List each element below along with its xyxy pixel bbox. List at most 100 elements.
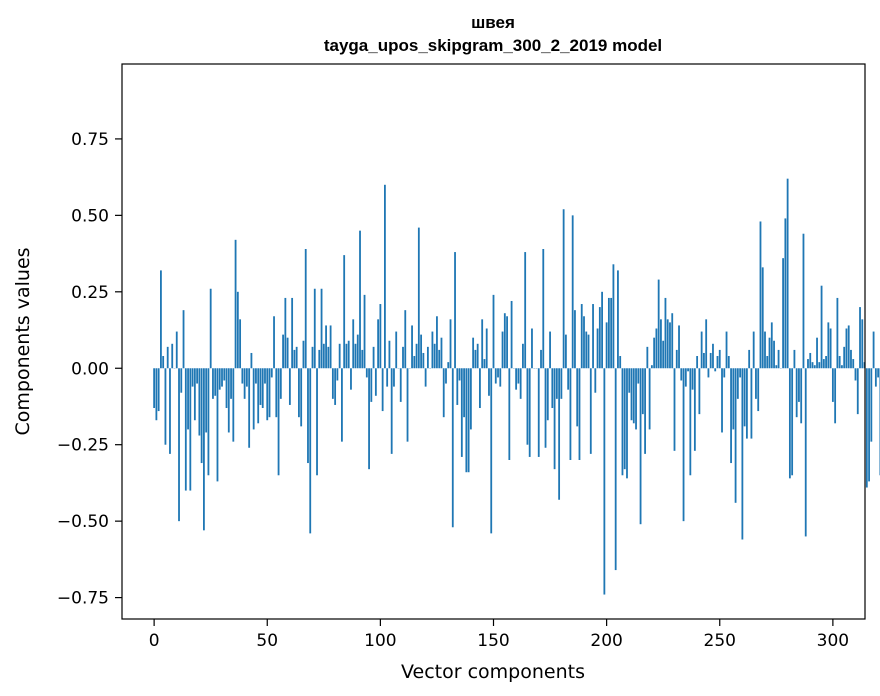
bar xyxy=(682,368,685,522)
bar xyxy=(596,328,599,369)
bar xyxy=(510,300,513,369)
bar xyxy=(770,322,773,369)
bar xyxy=(205,368,208,433)
bar xyxy=(714,368,717,372)
bar xyxy=(637,368,640,384)
bar xyxy=(166,346,169,369)
bar xyxy=(621,368,624,476)
bar xyxy=(261,368,264,409)
bar xyxy=(481,319,484,369)
bar xyxy=(732,368,735,430)
bar xyxy=(655,328,658,369)
y-tick-label: 0.50 xyxy=(71,206,109,226)
bar xyxy=(180,368,183,393)
bar xyxy=(641,368,644,415)
bar xyxy=(838,356,841,369)
x-axis-ticks: 0 50 100 150 200 250 300 xyxy=(149,619,849,651)
bar xyxy=(291,297,294,369)
bar xyxy=(155,368,158,421)
bar xyxy=(474,349,477,369)
bar xyxy=(193,368,196,421)
bar xyxy=(691,368,694,390)
bar xyxy=(245,368,248,387)
x-tick-label: 0 xyxy=(149,631,160,651)
bar xyxy=(402,346,404,369)
bar xyxy=(316,368,318,476)
bar xyxy=(741,368,744,540)
bar xyxy=(721,368,723,433)
bar xyxy=(239,319,242,369)
bar xyxy=(549,331,551,369)
bar xyxy=(501,331,504,369)
bar xyxy=(284,297,287,369)
bar xyxy=(440,337,443,369)
bar xyxy=(225,368,228,409)
bar xyxy=(198,368,201,436)
x-axis-label: Vector components xyxy=(401,661,585,683)
bar xyxy=(413,356,416,369)
bar xyxy=(393,368,395,387)
plot-frame xyxy=(121,63,866,620)
bar xyxy=(811,362,814,369)
bar xyxy=(680,368,683,381)
bar xyxy=(363,294,366,369)
bar xyxy=(553,368,556,470)
bar xyxy=(587,334,590,369)
bar xyxy=(248,368,251,448)
bar xyxy=(854,368,857,381)
bar xyxy=(820,285,823,369)
bar xyxy=(472,337,475,369)
bar xyxy=(293,349,296,369)
bar xyxy=(268,368,271,418)
bar xyxy=(660,319,662,369)
bar xyxy=(870,368,873,442)
bar xyxy=(809,352,812,369)
bar xyxy=(322,343,325,369)
bar xyxy=(716,356,719,369)
bar xyxy=(757,368,760,412)
bar xyxy=(257,368,260,424)
x-tick-label: 100 xyxy=(364,631,396,651)
bar xyxy=(766,356,769,369)
bar xyxy=(424,368,427,387)
bar xyxy=(718,349,721,369)
bar xyxy=(707,368,710,378)
bars-group xyxy=(153,178,880,595)
bar xyxy=(438,349,441,369)
x-tick-label: 200 xyxy=(590,631,622,651)
bar xyxy=(467,368,470,473)
bar xyxy=(191,368,194,387)
bar xyxy=(693,368,696,451)
bar xyxy=(273,316,275,369)
bar xyxy=(775,365,778,369)
bar xyxy=(782,258,784,369)
bar xyxy=(395,331,398,369)
bar xyxy=(868,368,870,482)
bar xyxy=(580,304,583,369)
bar xyxy=(834,368,837,424)
bar xyxy=(488,368,490,396)
bar xyxy=(583,316,585,369)
bar xyxy=(160,270,162,369)
bar xyxy=(334,368,337,405)
bar xyxy=(635,368,637,430)
bar xyxy=(684,368,687,387)
bar xyxy=(175,331,178,369)
bar xyxy=(671,313,674,369)
bar xyxy=(673,368,676,451)
bar xyxy=(243,368,246,399)
bar xyxy=(843,346,846,369)
bar xyxy=(372,346,375,369)
bar xyxy=(567,368,570,390)
bar xyxy=(279,368,282,399)
bar xyxy=(264,368,266,384)
x-tick-label: 250 xyxy=(704,631,736,651)
bar xyxy=(234,239,237,369)
bar xyxy=(153,368,156,409)
bar xyxy=(275,368,278,418)
y-tick-label: 0.25 xyxy=(71,283,109,303)
bar xyxy=(218,368,221,390)
bar xyxy=(576,368,579,427)
bar xyxy=(460,368,463,457)
bar xyxy=(313,288,316,369)
